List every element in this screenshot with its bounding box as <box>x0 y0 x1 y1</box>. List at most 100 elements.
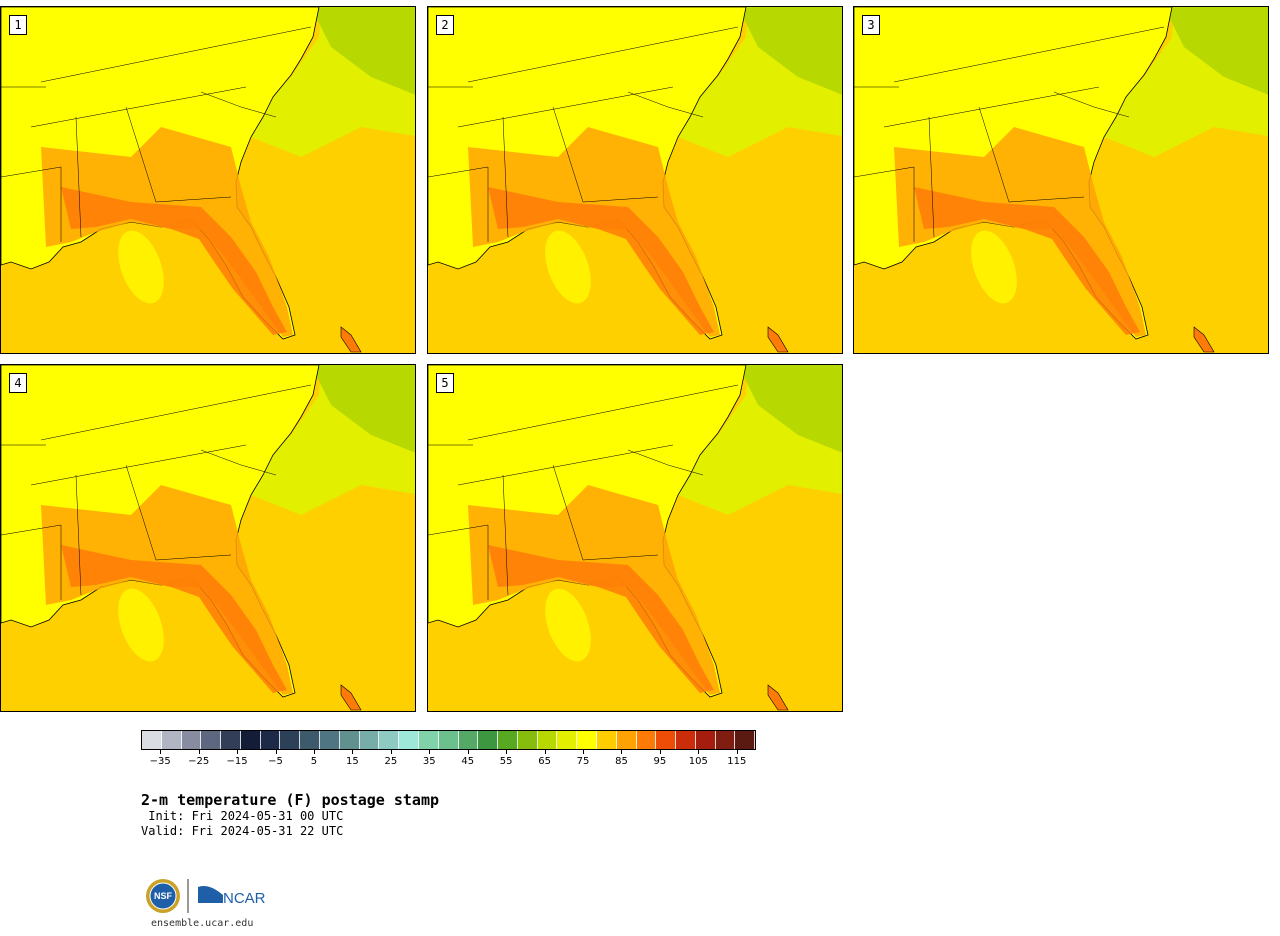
state-border <box>125 106 157 203</box>
state-border <box>467 26 739 83</box>
colorbar-swatch <box>695 731 716 749</box>
site-url: ensemble.ucar.edu <box>151 918 254 929</box>
state-border <box>1 166 62 178</box>
island <box>340 326 362 353</box>
temperature-map <box>428 7 842 353</box>
colorbar-tick-label: 75 <box>576 756 590 767</box>
colorbar-swatch <box>656 731 677 749</box>
island <box>767 326 789 353</box>
temperature-map <box>854 7 1268 353</box>
colorbar-tick <box>429 750 431 754</box>
colorbar-swatch <box>201 731 222 749</box>
colorbar-tick-label: −15 <box>226 756 248 767</box>
panel-number-label: 3 <box>862 15 880 35</box>
warm-land-region <box>894 127 1146 337</box>
hot-land-region <box>488 187 714 335</box>
colorbar-tick <box>736 750 738 754</box>
chart-title: 2-m temperature (F) postage stamp <box>141 791 440 809</box>
gulf-cool-patch <box>118 588 164 662</box>
colorbar-swatch <box>418 731 439 749</box>
colorbar-ticks: −35 −25 −15 −5 5 15 25 35 45 55 65 75 85 95 105 115 <box>141 750 756 770</box>
hot-land-region <box>61 187 287 335</box>
island <box>1193 326 1215 353</box>
state-border <box>457 86 674 128</box>
gulf-cool-patch <box>545 588 591 662</box>
hot-land-region <box>61 545 287 693</box>
colorbar-tick <box>352 750 354 754</box>
state-border <box>627 449 704 476</box>
warm-land-region <box>468 485 720 695</box>
colorbar-swatch <box>300 731 321 749</box>
state-border <box>457 444 674 486</box>
colorbar-swatch <box>379 731 400 749</box>
panel-number-label: 1 <box>9 15 27 35</box>
state-border <box>40 26 312 83</box>
nsf-ncar-logo: NSF NCAR <box>146 879 266 913</box>
hot-land-region <box>488 545 714 693</box>
valid-time: Valid: Fri 2024-05-31 22 UTC <box>141 824 344 838</box>
cool-ocean-region <box>428 7 842 157</box>
colorbar-swatch <box>399 731 419 749</box>
colorbar-swatch <box>636 731 657 749</box>
colorbar-tick <box>275 750 277 754</box>
cooler-ocean-region <box>738 365 842 453</box>
colorbar-swatch <box>181 731 202 749</box>
colorbar-tick-label: 45 <box>461 756 475 767</box>
colorbar-swatch <box>320 731 340 749</box>
hot-land-region <box>914 187 1140 335</box>
cool-ocean-region <box>1 365 415 515</box>
colorbar-swatch <box>537 731 558 749</box>
colorbar-tick <box>583 750 585 754</box>
forecast-panel-3: 3 <box>853 6 1269 354</box>
warm-land-region <box>41 485 293 695</box>
state-border <box>552 464 584 561</box>
colorbar-swatch <box>596 731 617 749</box>
colorbar-tick <box>390 750 392 754</box>
ncar-logo-text: NCAR <box>223 890 266 907</box>
state-border <box>30 86 247 128</box>
colorbar-swatch <box>478 731 499 749</box>
state-border <box>155 554 232 561</box>
colorbar-swatch <box>359 731 380 749</box>
colorbar-tick-label: 85 <box>615 756 628 767</box>
colorbar-tick <box>467 750 469 754</box>
colorbar-tick-label: −35 <box>149 756 171 767</box>
colorbar-swatch <box>142 731 162 749</box>
colorbar-swatch <box>438 731 459 749</box>
warm-land-region <box>41 127 293 337</box>
colorbar-tick-label: 35 <box>422 756 436 767</box>
init-time: Init: Fri 2024-05-31 00 UTC <box>141 809 344 823</box>
state-border <box>627 91 704 118</box>
state-border <box>883 86 1100 128</box>
state-border <box>40 384 312 441</box>
state-border <box>467 384 739 441</box>
colorbar-swatch <box>517 731 538 749</box>
colorbar-swatch <box>280 731 301 749</box>
panel-number-label: 4 <box>9 373 27 393</box>
colorbar-tick <box>160 750 162 754</box>
state-border <box>1008 196 1085 203</box>
state-border <box>582 196 659 203</box>
colorbar-tick-label: 55 <box>499 756 513 767</box>
colorbar-swatch <box>221 731 241 749</box>
state-border <box>30 444 247 486</box>
gulf-cool-patch <box>971 230 1017 304</box>
forecast-panel-2: 2 <box>427 6 843 354</box>
cooler-ocean-region <box>1164 7 1268 95</box>
gulf-cool-patch <box>545 230 591 304</box>
cooler-ocean-region <box>738 7 842 95</box>
state-border <box>125 464 157 561</box>
state-border <box>978 106 1010 203</box>
island <box>767 684 789 711</box>
nsf-logo-icon: NSF <box>146 879 180 913</box>
island <box>340 684 362 711</box>
state-border <box>200 449 277 476</box>
colorbar-swatch <box>339 731 360 749</box>
state-border <box>502 474 509 596</box>
colorbar-swatch <box>240 731 261 749</box>
state-border <box>1 524 62 536</box>
temperature-map <box>1 7 415 353</box>
state-border <box>893 26 1165 83</box>
state-border <box>428 166 489 178</box>
colorbar-swatch <box>161 731 182 749</box>
